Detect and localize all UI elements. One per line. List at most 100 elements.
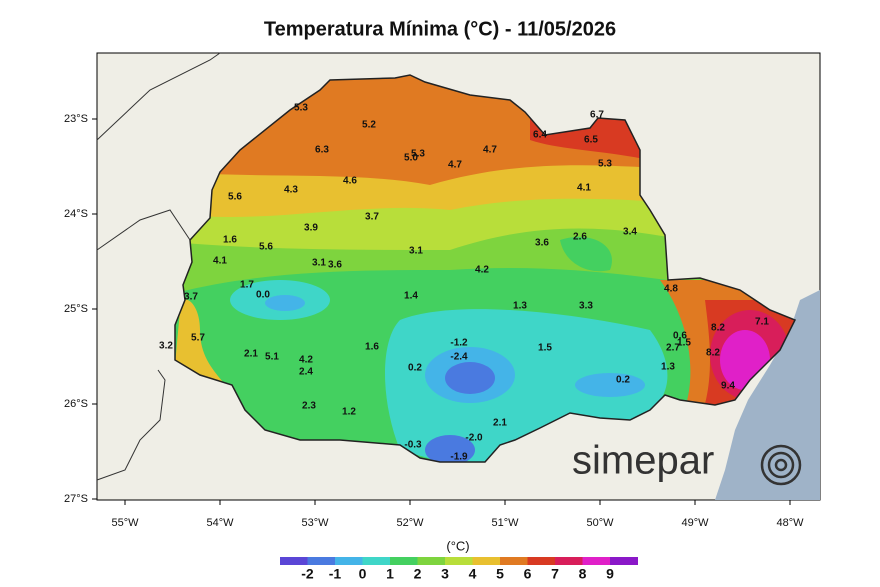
station-value: 9.4 [721,381,735,392]
station-value: 4.3 [284,185,298,196]
colorbar-segment [610,557,638,565]
station-value: 8.2 [711,323,725,334]
title: Temperatura Mínima (°C) - 11/05/2026 [264,18,616,40]
station-value: 2.1 [244,349,258,360]
logo-icon [760,444,802,486]
station-value: 1.7 [240,280,254,291]
y-tick-label: 23°S [64,113,88,125]
colorbar-segment [582,557,611,565]
colorbar-label: 4 [469,566,477,582]
colorbar-label: 9 [606,566,614,582]
station-value: 1.3 [513,301,527,312]
station-value: -2.0 [465,433,483,444]
colorbar-label: 8 [579,566,587,582]
station-value: 6.5 [584,135,598,146]
station-value: 0.2 [616,375,630,386]
station-value: 6.3 [315,145,329,156]
colorbar-segment [417,557,446,565]
station-value: 5.3 [411,149,425,160]
colorbar-segment [527,557,556,565]
colorbar: -2 -1 0 1 2 3 4 5 6 7 8 9 [280,557,638,582]
station-value: 4.7 [448,160,462,171]
station-value: 3.3 [579,301,593,312]
y-tick-label: 25°S [64,303,88,315]
colorbar-segment [555,557,583,565]
station-value: 1.4 [404,291,418,302]
station-value: 4.6 [343,176,357,187]
station-value: 6.7 [590,110,604,121]
station-value: 3.4 [623,227,637,238]
station-value: 5.2 [362,120,376,131]
station-value: 2.4 [299,367,313,378]
station-value: 3.7 [184,292,198,303]
colorbar-segment [280,557,308,565]
x-tick-label: 49°W [681,517,709,529]
station-value: -0.3 [404,440,422,451]
colorbar-label: 1 [386,566,394,582]
colorbar-label: -1 [329,566,342,582]
station-value: -2.4 [450,352,468,363]
station-value: 5.6 [259,242,273,253]
axes: 55°W 54°W 53°W 52°W 51°W 50°W 49°W 48°W 23°S 24°S… [64,113,804,529]
station-value: 3.2 [159,341,173,352]
map-frame: simepar [96,52,821,501]
station-value: 4.7 [483,145,497,156]
station-value: 5.6 [228,192,242,203]
x-tick-label: 50°W [586,517,614,529]
station-value: 5.0 [404,153,418,164]
station-value: 2.3 [302,401,316,412]
station-value: 3.7 [365,212,379,223]
colorbar-segment [445,557,473,565]
station-value: 3.6 [328,260,342,271]
station-value: 4.1 [577,183,591,194]
station-value: 0.2 [408,363,422,374]
colorbar-segment [307,557,336,565]
station-value: 4.1 [213,256,227,267]
x-tick-label: 54°W [206,517,234,529]
ocean [715,290,820,500]
y-tick-label: 27°S [64,493,88,505]
colorbar-unit: (°C) [446,538,469,553]
station-value: 4.2 [475,265,489,276]
station-value: 0.0 [256,290,270,301]
x-tick-label: 51°W [491,517,519,529]
station-value: 5.7 [191,333,205,344]
y-tick-label: 24°S [64,208,88,220]
colorbar-label: 3 [441,566,449,582]
colorbar-label: 5 [496,566,504,582]
x-tick-label: 55°W [111,517,139,529]
station-value: 3.1 [312,258,326,269]
logo-text: simepar [572,439,714,483]
station-value: 1.5 [538,343,552,354]
station-value: 7.1 [755,317,769,328]
station-value: 5.3 [598,159,612,170]
colorbar-segment [500,557,528,565]
x-tick-label: 53°W [301,517,329,529]
station-value: 3.9 [304,223,318,234]
station-value: 1.3 [661,362,675,373]
station-value: 2.6 [573,232,587,243]
station-value: 2.7 [666,343,680,354]
station-value: 1.2 [342,407,356,418]
neighbor-borders [96,52,221,481]
station-value: 5.3 [294,103,308,114]
colorbar-label: 0 [359,566,367,582]
station-value: 1.6 [223,235,237,246]
colorbar-label: -2 [301,566,314,582]
station-value: -1.9 [450,452,468,463]
x-tick-label: 48°W [776,517,804,529]
station-value: 6.4 [533,130,547,141]
colorbar-label: 7 [551,566,559,582]
station-value: 8.2 [706,348,720,359]
colorbar-segment [335,557,363,565]
colorbar-segment [472,557,501,565]
station-value: -1.2 [450,338,468,349]
station-value: 3.1 [409,246,423,257]
station-value: 0.6 [673,331,687,342]
y-tick-label: 26°S [64,398,88,410]
station-value: 4.8 [664,284,678,295]
colorbar-label: 2 [414,566,422,582]
station-value: 4.2 [299,355,313,366]
colorbar-label: 6 [524,566,532,582]
